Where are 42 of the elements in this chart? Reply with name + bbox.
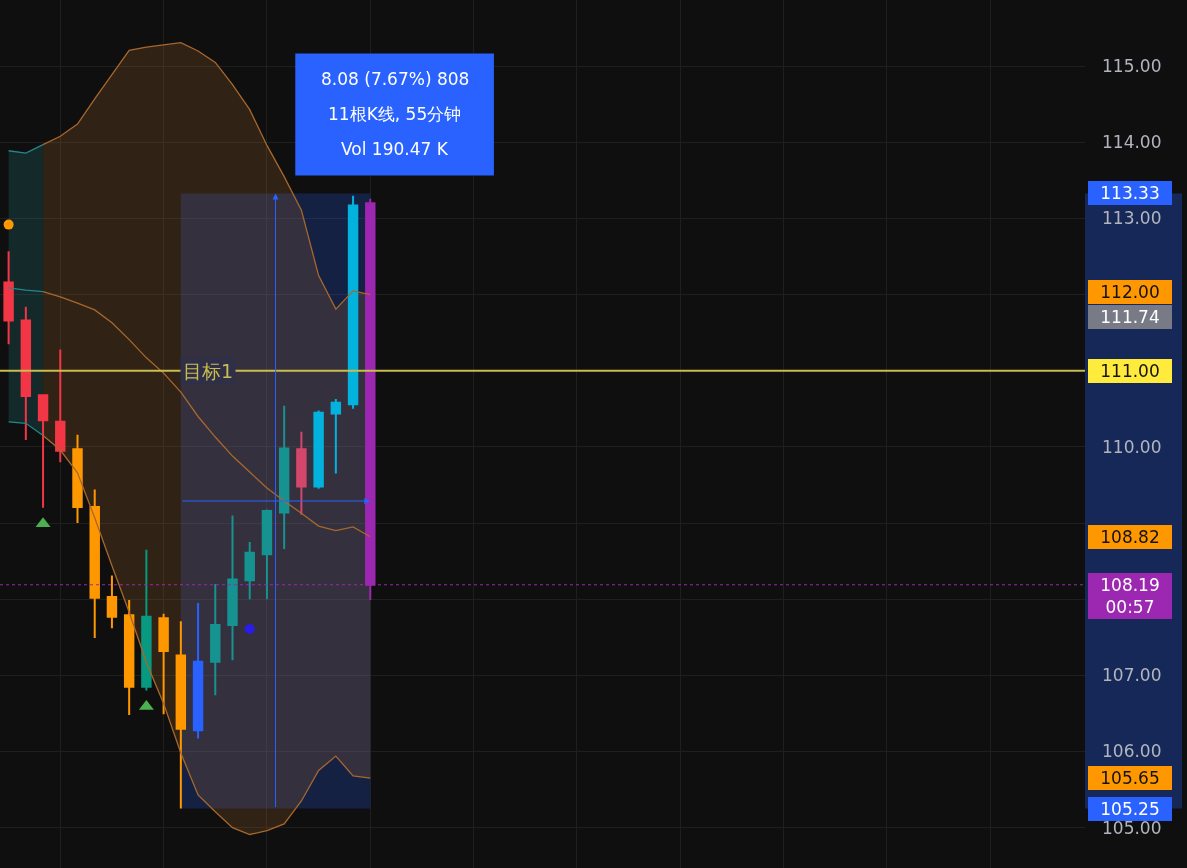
candlestick [55, 348, 66, 464]
text: 105.65 [1100, 768, 1160, 788]
text: 111.00 [1100, 361, 1160, 381]
candlestick [72, 433, 83, 525]
band-label: 8.08 (7.67%) 808 11根K线, 55分钟 Vol 190.47 K [321, 69, 470, 159]
text: 112.00 [1100, 282, 1160, 302]
text: 111.74 [1100, 307, 1160, 327]
candlestick [192, 602, 204, 740]
candlestick [141, 548, 152, 692]
y-tick-label: 107.00 [1102, 665, 1162, 686]
candlestick [278, 404, 290, 550]
candlestick [347, 194, 359, 410]
candlestick [37, 393, 49, 509]
y-tick-label: 105.00 [1102, 817, 1162, 838]
candlestick [89, 488, 100, 640]
y-tick-label: 106.00 [1102, 741, 1162, 762]
line-series [42, 290, 371, 538]
point [244, 623, 255, 634]
candlestick [296, 430, 307, 516]
y-tick-label: 110.00 [1102, 436, 1162, 457]
candlestick [244, 541, 255, 601]
candlestick [227, 514, 238, 662]
candlestick [3, 250, 14, 346]
text: 108.19 00:57 [1100, 574, 1160, 618]
candlestick [158, 612, 169, 716]
candlestick [20, 305, 32, 442]
ref-line-label: 目标1 [183, 360, 234, 382]
candlestick [330, 397, 342, 475]
y-tick-label: 115.00 [1102, 56, 1162, 77]
candlestick [313, 409, 324, 490]
y-tick-label: 113.00 [1102, 208, 1162, 229]
line-series [42, 434, 371, 836]
text: 113.33 [1100, 183, 1160, 203]
candlestick [175, 620, 187, 810]
candlestick [106, 574, 118, 630]
y-tick-label: 114.00 [1102, 132, 1162, 153]
candlestick [261, 508, 273, 601]
text: 105.25 [1100, 799, 1160, 819]
text: 108.82 [1100, 527, 1160, 547]
point [3, 219, 14, 230]
candlestick [210, 583, 221, 697]
candlestick [123, 598, 135, 716]
